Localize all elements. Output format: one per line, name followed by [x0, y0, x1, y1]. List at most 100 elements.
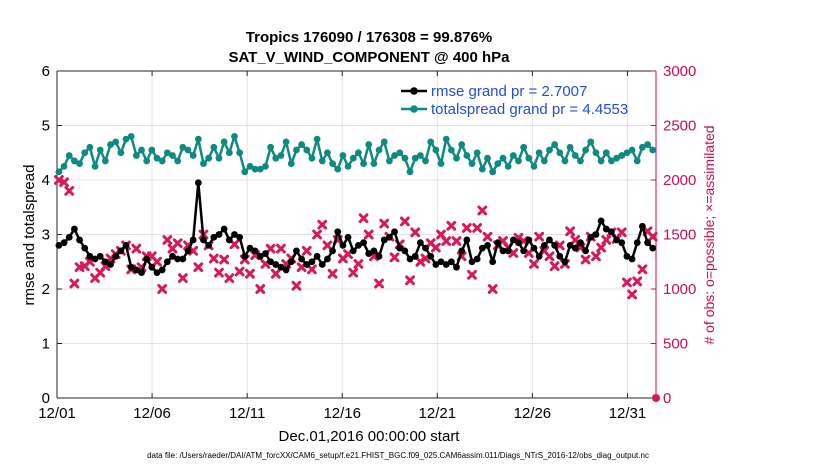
- assimilated-marker-73: [430, 242, 441, 253]
- assimilated-marker-42: [270, 268, 281, 279]
- totalspread-point-48: [303, 146, 311, 154]
- data-file-footer: data file: /Users/raeder/DAI/ATM_forcXX/…: [147, 451, 649, 460]
- rmse-point-48: [303, 261, 311, 268]
- rmse-point-66: [396, 244, 404, 252]
- assimilated-marker-50: [312, 229, 322, 240]
- y-tick-label-2: 2: [42, 281, 50, 298]
- y-tick-label-right-2: 1000: [663, 281, 696, 298]
- rmse-point-36: [241, 252, 249, 260]
- rmse-point-76: [447, 258, 455, 266]
- y-tick-label-right-3: 1500: [663, 227, 696, 244]
- assimilated-marker-67: [399, 216, 410, 227]
- rmse-point-64: [385, 233, 393, 241]
- assimilated-marker-58: [353, 259, 364, 269]
- totalspread-point-31: [215, 154, 223, 162]
- rmse-point-22: [169, 252, 176, 260]
- totalspread-point-36: [241, 168, 249, 176]
- rmse-point-32: [220, 225, 228, 233]
- totalspread-point-79: [463, 152, 471, 159]
- assimilated-marker-111: [627, 289, 637, 300]
- totalspread-point-33: [225, 149, 233, 157]
- totalspread-point-9: [101, 157, 109, 165]
- totalspread-point-30: [210, 143, 218, 151]
- totalspread-point-73: [432, 146, 440, 154]
- totalspread-point-91: [525, 154, 533, 162]
- rmse-point-28: [200, 236, 207, 244]
- assimilated-marker-21: [162, 235, 173, 245]
- assimilated-marker-106: [601, 235, 612, 245]
- totalspread-point-89: [515, 157, 522, 165]
- rmse-point-1: [60, 239, 68, 247]
- assimilated-marker-102: [580, 254, 591, 265]
- totalspread-point-105: [597, 157, 605, 165]
- rmse-point-70: [416, 239, 424, 247]
- totalspread-point-10: [107, 141, 114, 148]
- totalspread-point-13: [122, 135, 130, 143]
- series: [54, 133, 660, 402]
- rmse-point-111: [628, 255, 636, 263]
- rmse-point-86: [499, 247, 507, 255]
- totalspread-point-57: [349, 154, 357, 162]
- possible-marker-end: [652, 394, 660, 402]
- y-tick-label-5: 5: [42, 118, 50, 135]
- assimilated-marker-69: [410, 227, 421, 238]
- totalspread-point-113: [639, 143, 646, 151]
- totalspread-point-99: [566, 143, 574, 151]
- rmse-point-97: [556, 252, 564, 260]
- rmse-point-38: [251, 247, 259, 255]
- rmse-point-44: [282, 266, 290, 274]
- totalspread-point-69: [411, 154, 419, 162]
- totalspread-point-96: [551, 141, 559, 148]
- assimilated-marker-112: [632, 276, 643, 287]
- totalspread-point-41: [267, 143, 275, 151]
- totalspread-point-22: [169, 152, 176, 159]
- totalspread-point-78: [458, 141, 466, 148]
- rmse-point-2: [65, 233, 73, 241]
- rmse-point-92: [530, 244, 538, 252]
- assimilated-marker-80: [467, 269, 477, 280]
- y-ticks: 0 1 2 3 4 5 6: [42, 63, 62, 407]
- totalspread-point-90: [520, 143, 528, 151]
- legend-marker-rmse: [410, 87, 418, 95]
- rmse-point-110: [623, 252, 631, 260]
- assimilated-marker-63: [379, 218, 390, 229]
- totalspread-point-35: [236, 149, 244, 157]
- rmse-point-37: [246, 244, 254, 252]
- rmse-point-88: [509, 236, 517, 244]
- rmse-point-21: [163, 258, 171, 266]
- totalspread-point-18: [148, 146, 156, 154]
- rmse-point-10: [107, 261, 114, 268]
- rmse-point-0: [55, 242, 63, 249]
- rmse-point-7: [91, 255, 99, 263]
- totalspread-point-26: [189, 152, 197, 159]
- totalspread-point-37: [246, 162, 254, 170]
- rmse-point-95: [546, 236, 553, 244]
- assimilated-marker-99: [565, 226, 576, 237]
- totalspread-point-100: [571, 152, 579, 159]
- rmse-point-47: [298, 255, 305, 263]
- chart-subtitle: SAT_V_WIND_COMPONENT @ 400 hPa: [228, 49, 510, 66]
- rmse-point-102: [582, 247, 590, 255]
- assimilated-marker-83: [482, 231, 493, 242]
- totalspread-point-27: [194, 135, 202, 143]
- totalspread-point-109: [618, 152, 626, 159]
- rmse-point-96: [551, 242, 559, 249]
- assimilated-marker-79: [461, 223, 472, 233]
- chart-title: Tropics 176090 / 176308 = 99.876%: [246, 29, 492, 46]
- totalspread-point-104: [592, 149, 600, 157]
- assimilated-marker-35: [234, 266, 245, 277]
- rmse-point-90: [520, 247, 528, 255]
- rmse-point-25: [184, 247, 192, 255]
- rmse-point-13: [122, 242, 130, 249]
- totalspread-point-15: [132, 152, 140, 159]
- assimilated-marker-48: [301, 245, 312, 256]
- rmse-point-15: [132, 266, 140, 274]
- totalspread-point-12: [117, 149, 125, 157]
- totalspread-point-44: [282, 138, 290, 146]
- rmse-point-46: [293, 247, 300, 255]
- totalspread-point-108: [613, 154, 620, 162]
- totalspread-point-19: [153, 154, 161, 162]
- totalspread-point-59: [360, 160, 367, 168]
- totalspread-point-86: [499, 154, 507, 162]
- totalspread-point-75: [442, 135, 450, 143]
